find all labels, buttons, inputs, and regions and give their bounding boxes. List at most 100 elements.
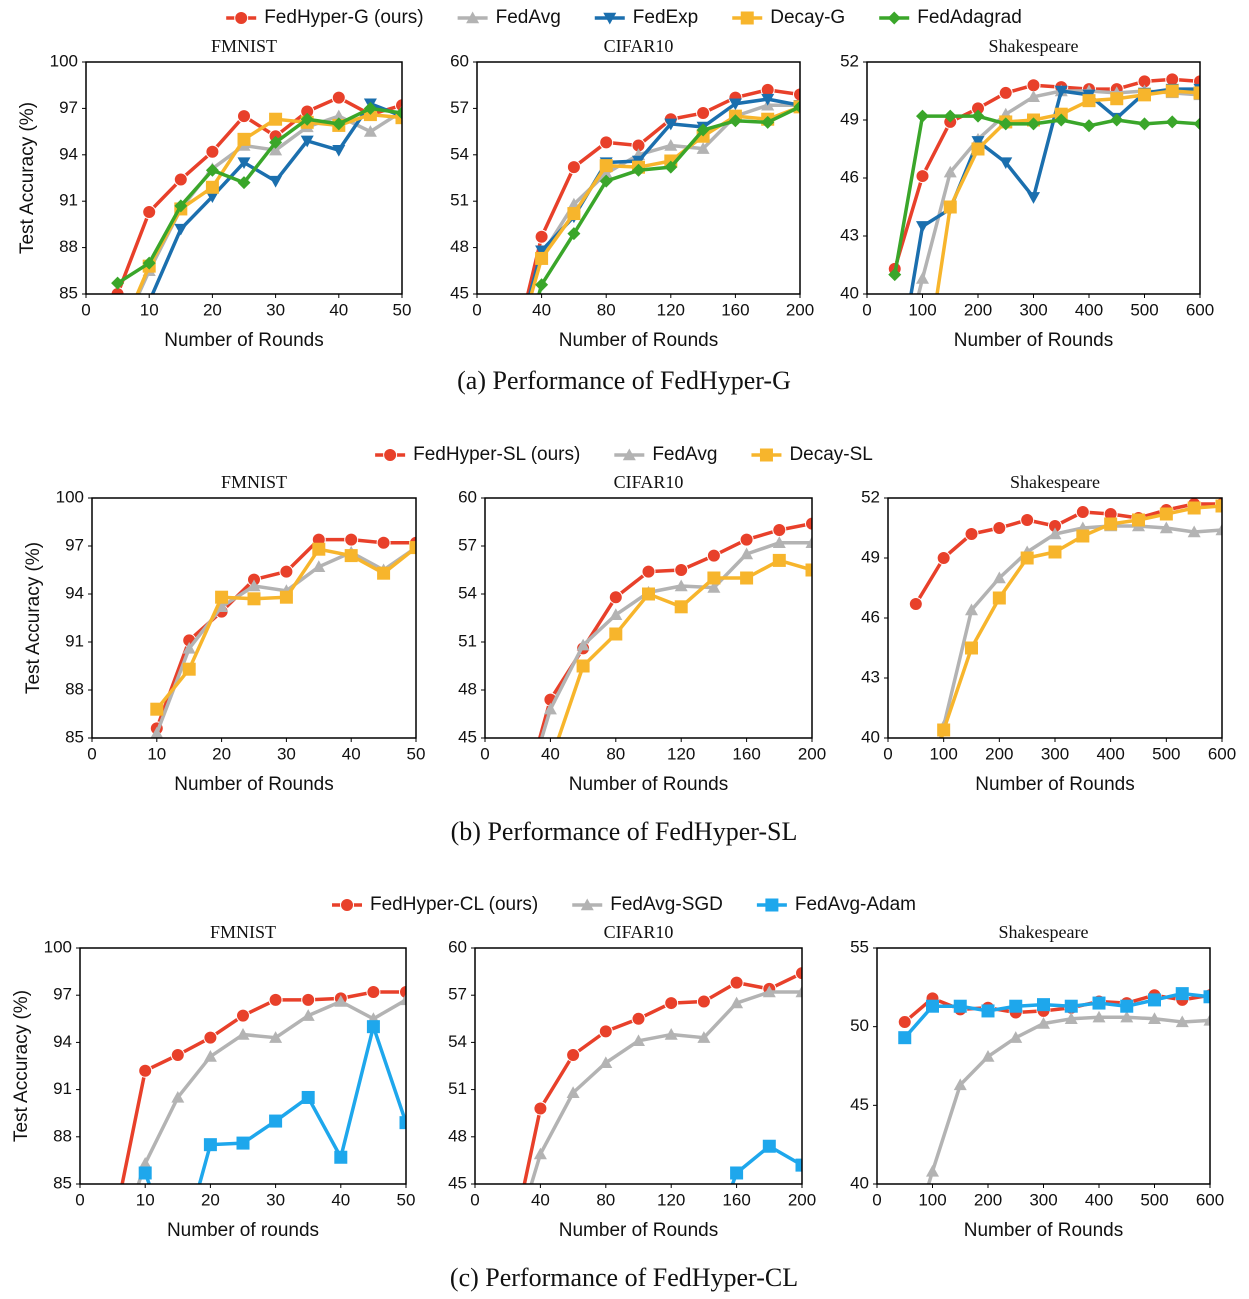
marker [943, 165, 957, 178]
marker [312, 542, 326, 556]
marker [1132, 513, 1145, 527]
marker [236, 1028, 250, 1040]
marker [395, 111, 402, 125]
marker [111, 276, 125, 290]
y-tick-label: 88 [53, 1126, 72, 1145]
marker [533, 1147, 547, 1160]
chart-title: CIFAR10 [614, 472, 684, 492]
marker [888, 384, 901, 396]
x-tick-label: 100 [908, 300, 936, 319]
legend-label: FedAvg [652, 444, 717, 465]
marker [205, 180, 219, 194]
marker [729, 975, 744, 990]
marker [503, 396, 516, 409]
plot-area [908, 498, 1222, 845]
plot-frame [474, 947, 803, 1185]
plot-area [503, 82, 800, 409]
x-tick-label: 30 [277, 744, 296, 763]
plot-area [110, 90, 402, 294]
marker [897, 1014, 912, 1029]
marker [971, 136, 985, 148]
marker [247, 592, 261, 606]
x-tick-label: 200 [985, 744, 1013, 763]
x-tick-label: 120 [657, 300, 685, 319]
marker [566, 160, 581, 175]
caption: (a) Performance of FedHyper-G [457, 366, 791, 395]
marker [730, 1166, 744, 1180]
legend-item: FedExp [594, 7, 698, 28]
series-line [529, 103, 800, 294]
marker [173, 172, 188, 187]
marker [301, 1090, 315, 1104]
x-tick-label: 0 [862, 300, 871, 319]
marker [247, 579, 261, 592]
legend-label: FedHyper-SL (ours) [413, 444, 580, 465]
y-tick-label: 43 [840, 225, 859, 244]
marker [1075, 505, 1090, 519]
marker [642, 587, 655, 601]
series-line [926, 1015, 1210, 1184]
marker [1020, 513, 1035, 527]
marker [279, 590, 293, 604]
x-tick-label: 160 [721, 300, 749, 319]
y-tick-label: 100 [44, 937, 72, 956]
plot-frame [91, 497, 417, 739]
marker [534, 229, 549, 244]
marker [1027, 90, 1040, 102]
marker [234, 11, 249, 25]
marker [793, 100, 800, 114]
marker [707, 581, 721, 593]
x-tick-label: 50 [407, 744, 426, 763]
x-tick-label: 600 [1196, 1190, 1224, 1209]
marker [909, 832, 922, 845]
marker [376, 535, 391, 550]
marker [664, 118, 678, 131]
marker [805, 516, 812, 531]
marker [1110, 92, 1124, 106]
plot-frame [85, 61, 403, 295]
series-line [903, 991, 1210, 1039]
marker [664, 139, 678, 151]
x-tick-label: 500 [1130, 300, 1158, 319]
series-line [537, 105, 800, 294]
marker [1187, 501, 1201, 515]
y-tick-label: 88 [65, 679, 84, 698]
marker [535, 245, 549, 258]
y-tick-label: 51 [458, 631, 477, 650]
marker [236, 1008, 250, 1023]
marker [599, 1056, 613, 1069]
chart-title: CIFAR10 [604, 922, 674, 942]
x-axis-label: Number of rounds [167, 1220, 319, 1241]
y-tick-label: 46 [840, 167, 859, 186]
x-tick-label: 300 [1019, 300, 1047, 319]
x-tick-label: 20 [203, 300, 222, 319]
marker [1187, 525, 1201, 538]
x-tick-label: 40 [331, 1190, 350, 1209]
x-tick-label: 0 [480, 744, 489, 763]
marker [363, 125, 377, 137]
y-tick-label: 100 [50, 51, 78, 70]
x-tick-label: 200 [974, 1190, 1002, 1209]
x-tick-label: 0 [872, 1190, 881, 1209]
plot-area [149, 532, 416, 738]
marker [1092, 996, 1106, 1010]
marker [992, 521, 1007, 535]
caption: (c) Performance of FedHyper-CL [450, 1263, 798, 1292]
marker [237, 157, 251, 170]
marker [576, 659, 590, 673]
marker [466, 11, 480, 24]
x-tick-label: 160 [732, 744, 760, 763]
marker [1037, 998, 1050, 1012]
marker [205, 163, 219, 177]
legend-item: FedAvg [457, 7, 561, 28]
marker [674, 563, 689, 577]
legend-label: FedHyper-CL (ours) [370, 894, 538, 915]
y-tick-label: 54 [450, 144, 469, 163]
x-tick-label: 200 [788, 1190, 816, 1209]
y-tick-label: 100 [56, 487, 84, 506]
x-tick-label: 40 [541, 744, 560, 763]
x-tick-label: 0 [87, 744, 96, 763]
plot-frame [876, 947, 1211, 1185]
y-tick-label: 97 [53, 985, 72, 1004]
marker [269, 135, 283, 149]
